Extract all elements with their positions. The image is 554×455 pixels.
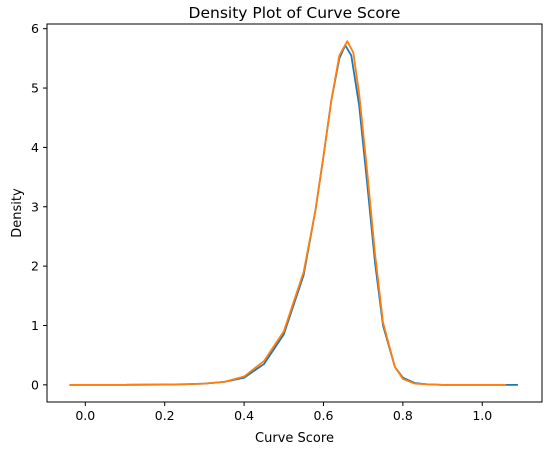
y-tick-label: 2 [31, 259, 39, 274]
y-tick-label: 1 [31, 318, 39, 333]
x-tick-label: 0.6 [314, 408, 334, 423]
x-axis-label: Curve Score [255, 431, 334, 446]
y-tick-label: 3 [31, 199, 39, 214]
plot-lines [69, 40, 518, 386]
x-tick-label: 0.8 [393, 408, 413, 423]
axes-frame [46, 23, 543, 403]
y-tick-label: 0 [31, 377, 39, 392]
x-tick-label: 1.0 [472, 408, 492, 423]
x-tick-label: 0.4 [234, 408, 254, 423]
x-tick-label: 0.0 [75, 408, 95, 423]
y-axis-label: Density [10, 188, 25, 238]
y-tick-label: 6 [31, 21, 39, 36]
chart-title: Density Plot of Curve Score [189, 4, 401, 22]
density-line-2 [69, 40, 507, 386]
y-tick-label: 5 [31, 81, 39, 96]
y-axis-ticks: 0 1 2 3 4 5 6 [31, 21, 47, 392]
y-tick-label: 4 [31, 140, 39, 155]
x-axis-ticks: 0.0 0.2 0.4 0.6 0.8 1.0 [75, 402, 492, 423]
x-tick-label: 0.2 [155, 408, 175, 423]
